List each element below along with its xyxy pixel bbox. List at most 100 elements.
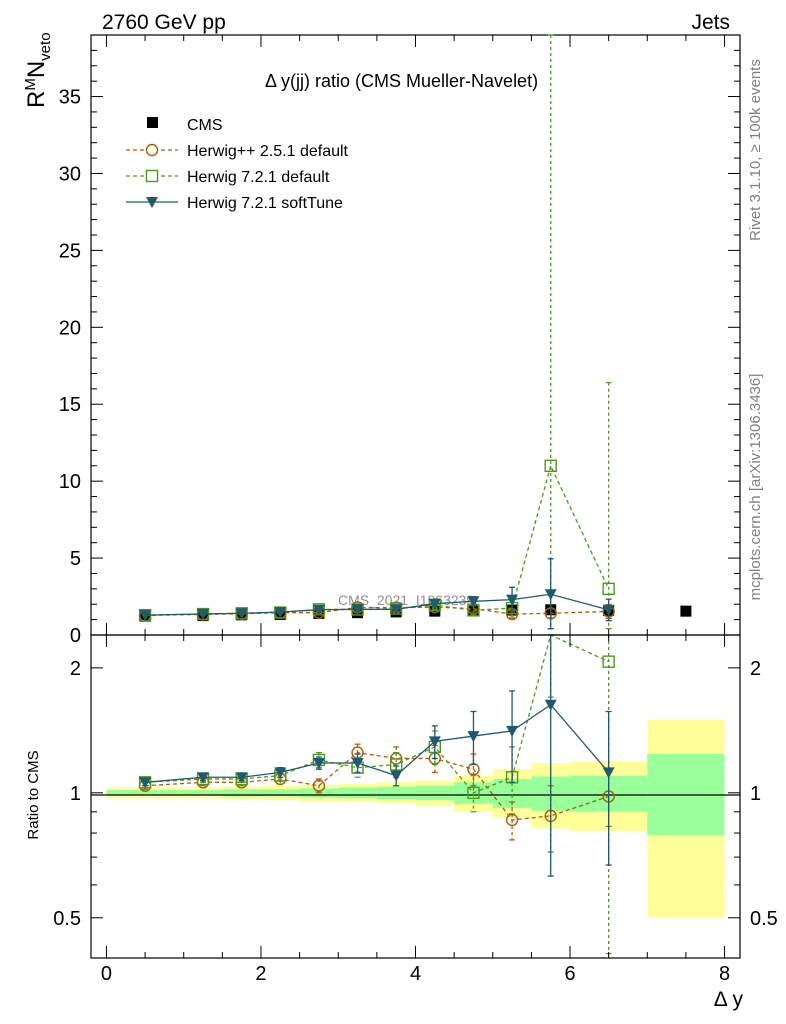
ratio-line-herwigpp	[145, 751, 609, 821]
ratio-band-green	[106, 790, 184, 796]
mcplots-label: mcplots.cern.ch [arXiv:1306.3436]	[747, 374, 764, 601]
x-tick-label: 6	[564, 963, 575, 985]
main-y-tick-label: 25	[59, 240, 81, 262]
main-point-softtune	[467, 596, 480, 608]
main-point-softtune	[351, 604, 364, 616]
legend-label-softtune: Herwig 7.2.1 softTune	[187, 195, 343, 212]
ratio-point-herwigpp	[467, 763, 480, 776]
header-right-label: Jets	[691, 11, 730, 34]
legend-entry-softtune: Herwig 7.2.1 softTune	[126, 195, 343, 212]
ratio-y-tick-label: 0.5	[53, 908, 81, 930]
ylabel-tail: N	[23, 61, 50, 78]
legend: CMS Herwig++ 2.5.1 default Herwig 7.2.1 …	[126, 117, 349, 212]
ratio-point-softtune	[467, 731, 480, 743]
x-tick-label: 4	[410, 963, 421, 985]
main-y-tick-label: 10	[59, 471, 81, 493]
ratio-point-softtune	[390, 770, 403, 782]
ratio-plot-panel: 0.5 0.5 1 1 2 2 0 2 4 6 8 Ratio to CMS Δ y	[25, 634, 778, 1011]
ylabel-main: R	[23, 91, 50, 108]
main-y-axis-label: RMNveto	[22, 32, 54, 108]
main-point-softtune	[235, 608, 248, 620]
x-tick-label: 0	[101, 963, 112, 985]
ratio-line-herwig721	[145, 634, 609, 794]
legend-marker-herwigpp	[145, 143, 159, 157]
main-point-herwig721	[602, 582, 615, 596]
ratio-x-axis: 0 2 4 6 8	[101, 635, 730, 985]
ratio-y-tick-label-right: 0.5	[750, 908, 778, 930]
ratio-data-series	[138, 634, 615, 955]
main-point-softtune	[428, 598, 441, 610]
ylabel-superscript: M	[22, 78, 39, 91]
ratio-point-softtune	[351, 757, 364, 769]
ratio-point-softtune	[544, 699, 557, 711]
main-y-tick-label: 20	[59, 317, 81, 339]
ratio-point-herwig721	[467, 786, 480, 800]
main-point-softtune	[139, 610, 152, 622]
main-point-softtune	[274, 607, 287, 619]
ratio-band-green	[415, 785, 455, 801]
main-line-softtune	[145, 593, 609, 616]
ratio-point-softtune	[312, 757, 325, 769]
main-point-softtune	[197, 608, 210, 620]
ratio-point-herwigpp	[505, 813, 519, 827]
ratio-point-softtune	[602, 767, 615, 779]
main-point-softtune	[506, 594, 519, 606]
legend-label-herwigpp: Herwig++ 2.5.1 default	[187, 143, 349, 160]
ratio-point-softtune	[428, 736, 441, 748]
main-y-tick-label: 30	[59, 163, 81, 185]
ratio-band-green	[338, 787, 377, 799]
ratio-point-herwigpp	[312, 779, 326, 792]
chart-title: Δ y(jj) ratio (CMS Mueller-Navelet)	[265, 71, 538, 91]
main-y-tick-label: 35	[59, 87, 81, 109]
ratio-y-tick-label-right: 2	[750, 658, 761, 680]
ratio-band-green	[376, 786, 416, 800]
main-point-cms	[680, 605, 692, 617]
ratio-y-tick-label: 2	[70, 658, 81, 680]
ratio-band-green	[260, 789, 300, 797]
ratio-point-softtune	[506, 725, 519, 737]
main-series-softtune	[139, 558, 615, 630]
rivet-version-label: Rivet 3.1.10, ≥ 100k events	[747, 59, 764, 241]
legend-entry-cms: CMS	[147, 117, 223, 134]
x-tick-label: 2	[255, 963, 266, 985]
ratio-y-tick-label: 1	[70, 783, 81, 805]
legend-marker-softtune	[146, 197, 158, 208]
ratio-uncertainty-bands	[106, 719, 725, 918]
ratio-line-softtune	[145, 703, 610, 783]
ratio-band-green	[183, 790, 223, 796]
main-line-herwigpp	[145, 606, 609, 617]
legend-marker-cms	[147, 117, 158, 128]
ratio-band-green	[222, 789, 261, 797]
legend-marker-herwig721	[145, 169, 159, 183]
ratio-point-softtune	[235, 772, 248, 784]
legend-entry-herwig721: Herwig 7.2.1 default	[126, 169, 330, 186]
main-data-series	[138, 34, 692, 630]
ylabel-subscript: veto	[37, 32, 54, 60]
ratio-point-softtune	[139, 777, 152, 789]
ratio-y-axis-label: Ratio to CMS	[25, 750, 42, 839]
ratio-y-tick-label-right: 1	[750, 783, 761, 805]
main-y-axis: 0 5 10 15 20 25 30 35	[59, 34, 740, 647]
ratio-point-softtune	[197, 772, 210, 784]
main-point-softtune	[544, 589, 557, 601]
ratio-y-axis: 0.5 0.5 1 1 2 2	[53, 658, 778, 959]
x-axis-label: Δ y	[714, 988, 744, 1011]
main-y-tick-label: 5	[70, 548, 81, 570]
main-point-softtune	[390, 604, 403, 616]
legend-label-cms: CMS	[187, 117, 223, 134]
main-point-herwig721	[544, 459, 557, 472]
header-left-label: 2760 GeV pp	[102, 11, 226, 34]
main-y-tick-label: 15	[59, 394, 81, 416]
main-point-softtune	[602, 604, 615, 616]
main-point-softtune	[312, 604, 325, 616]
legend-entry-herwigpp: Herwig++ 2.5.1 default	[126, 143, 349, 160]
main-y-tick-label: 0	[70, 625, 81, 647]
main-x-axis	[105, 35, 726, 635]
ratio-series-softtune	[139, 634, 615, 877]
ratio-point-softtune	[274, 767, 287, 779]
x-tick-label: 8	[719, 963, 730, 985]
legend-label-herwig721: Herwig 7.2.1 default	[187, 169, 330, 186]
ratio-point-herwig721	[602, 655, 615, 668]
